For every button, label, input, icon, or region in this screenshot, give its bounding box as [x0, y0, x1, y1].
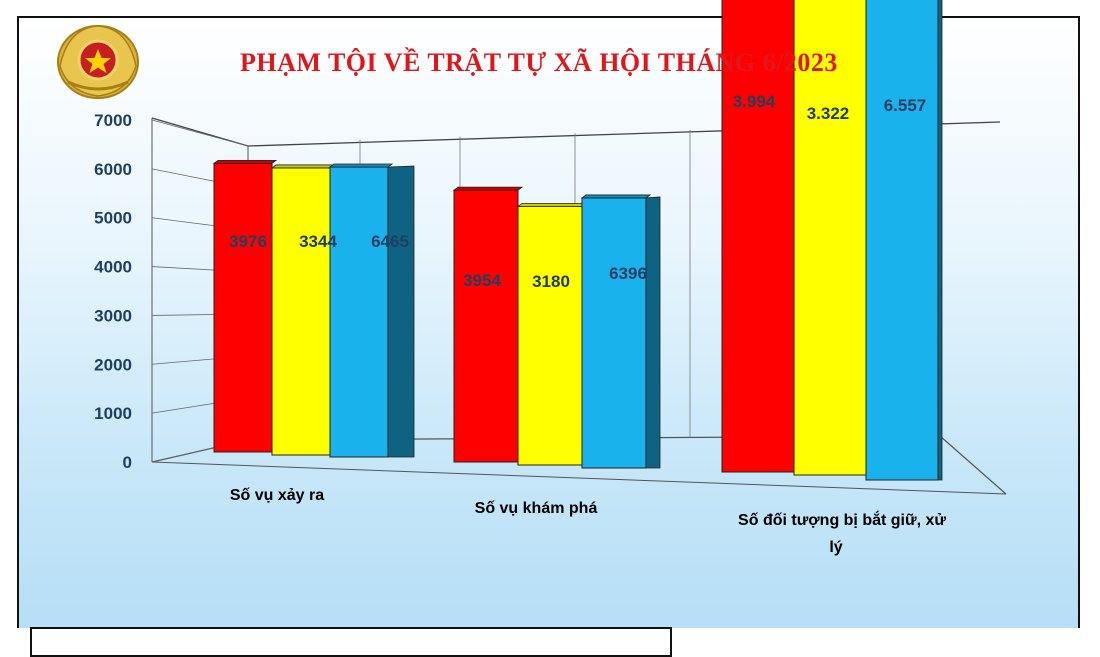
bar-side [387, 165, 415, 458]
data-label: 6396 [609, 264, 647, 283]
bar [453, 189, 519, 463]
y-tick-label: 1000 [94, 404, 132, 423]
data-label: 3954 [463, 271, 501, 290]
category-label: Số vụ khám phá [475, 500, 598, 517]
chart-title: PHẠM TỘI VỀ TRẬT TỰ XÃ HỘI THÁNG 6/2023 [240, 48, 838, 77]
category-label: Số đối tượng bị bắt giữ, xử [738, 510, 946, 529]
police-emblem-icon [57, 25, 139, 99]
y-tick-label: 4000 [94, 258, 132, 277]
bar-top [580, 194, 652, 199]
category-label: Số vụ xảy ra [230, 487, 324, 504]
bar-top [212, 159, 278, 164]
bar [271, 167, 331, 456]
data-label: 3180 [532, 272, 570, 291]
category-labels: Số vụ xảy ra Số vụ khám phá Số đối tượng b… [230, 487, 947, 556]
y-tick-label: 6000 [94, 160, 132, 179]
bar [581, 197, 647, 469]
data-label: 3344 [299, 232, 337, 251]
bar [213, 162, 273, 453]
bars [212, 0, 943, 481]
data-label: 6465 [371, 232, 409, 251]
data-labels: 3976 3954 3.994 3344 3180 3.322 6465 6396 6.557 [229, 92, 926, 291]
bar [329, 166, 389, 458]
data-label: 3976 [229, 232, 267, 251]
data-label: 3.322 [807, 104, 850, 123]
bar [517, 205, 583, 466]
category-label-wrap: lý [829, 539, 842, 556]
bar-top [452, 186, 524, 191]
bar-top [270, 164, 336, 169]
y-tick-label: 2000 [94, 355, 132, 374]
bar [865, 0, 939, 481]
y-tick-label: 5000 [94, 209, 132, 228]
bar [721, 0, 795, 473]
y-tick-label: 3000 [94, 306, 132, 325]
grid-line [151, 119, 249, 147]
front-floor-edge [151, 461, 1007, 495]
y-tick-label: 7000 [94, 111, 132, 130]
bar-side [937, 0, 943, 481]
y-tick-labels: 0 1000 2000 3000 4000 5000 6000 7000 [94, 111, 132, 472]
data-label: 3.994 [733, 92, 776, 111]
y-tick-label: 0 [123, 453, 132, 472]
bar [793, 0, 867, 476]
data-label: 6.557 [884, 96, 927, 115]
bar-top [516, 203, 588, 207]
bar-side [645, 196, 661, 469]
bar-top [328, 163, 394, 168]
